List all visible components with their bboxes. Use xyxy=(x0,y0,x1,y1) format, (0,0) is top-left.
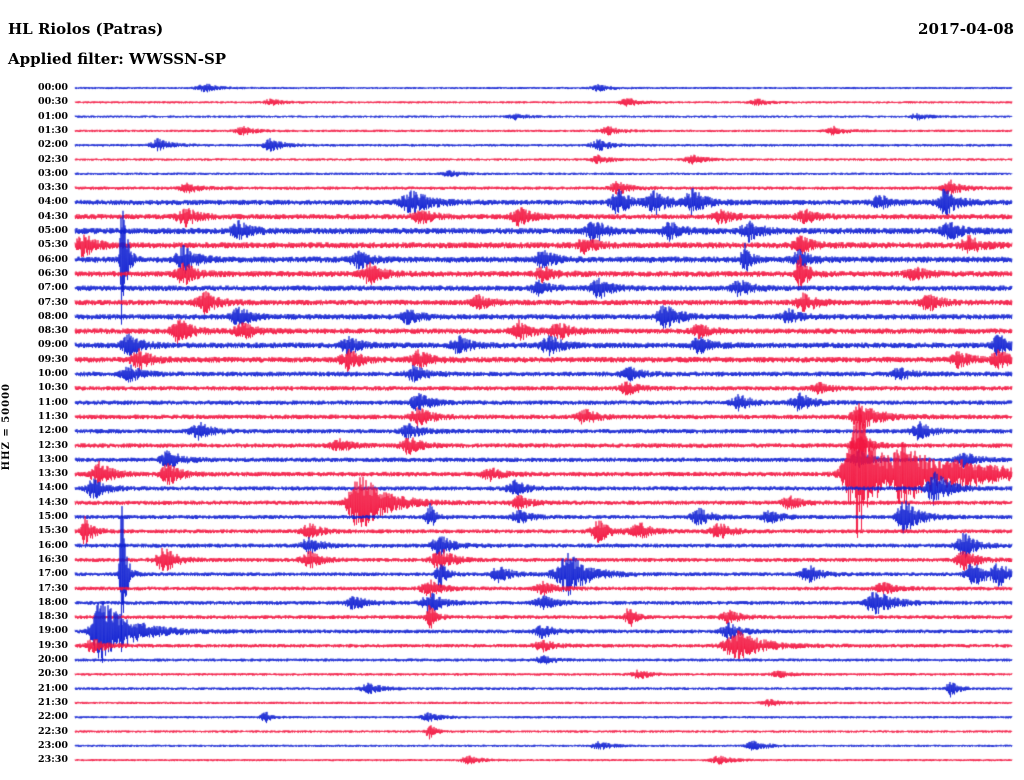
helicorder-canvas xyxy=(0,0,1024,780)
helicorder-page: HL Riolos (Patras) 2017-04-08 Applied fi… xyxy=(0,0,1024,780)
